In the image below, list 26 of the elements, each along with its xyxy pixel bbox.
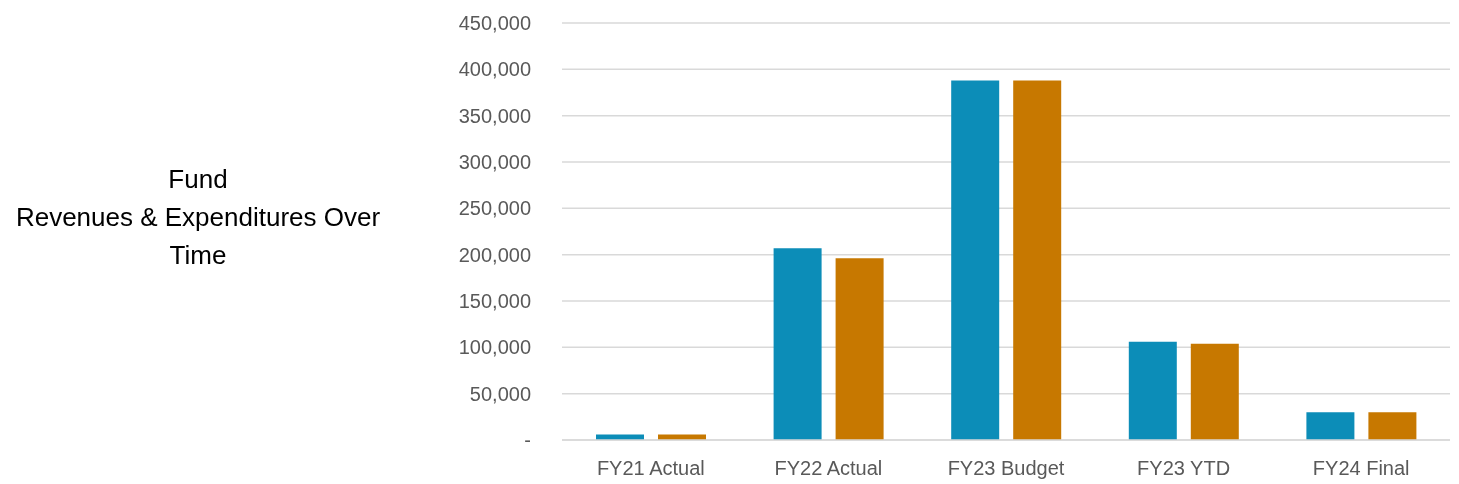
bar — [835, 258, 884, 440]
bar — [1128, 341, 1177, 440]
y-tick-label: - — [524, 429, 531, 451]
bar — [1190, 343, 1239, 440]
y-tick-label: 400,000 — [458, 58, 531, 81]
y-tick-label: 50,000 — [469, 382, 531, 405]
bar — [773, 248, 822, 440]
y-tick-label: 200,000 — [458, 243, 531, 266]
bar — [1013, 80, 1062, 440]
bar — [1306, 412, 1355, 440]
y-tick-label: 350,000 — [458, 104, 531, 127]
x-tick-label: FY24 Final — [1312, 457, 1410, 480]
text: Fund Revenues & Expenditures Over Time — [14, 163, 382, 272]
y-tick-label: 100,000 — [458, 336, 531, 359]
x-tick-label: FY23 Budget — [947, 457, 1065, 480]
y-tick-label: 150,000 — [458, 290, 531, 312]
bar — [658, 434, 706, 440]
bar — [596, 434, 644, 440]
y-tick-label: 450,000 — [458, 12, 531, 34]
x-tick-label: FY22 Actual — [774, 457, 883, 480]
x-tick-label: FY21 Actual — [596, 457, 705, 480]
y-tick-label: 250,000 — [458, 197, 531, 220]
x-tick-label: FY23 YTD — [1137, 457, 1231, 480]
bar — [1368, 412, 1417, 440]
y-tick-label: 300,000 — [458, 151, 531, 173]
bar — [951, 80, 1000, 440]
